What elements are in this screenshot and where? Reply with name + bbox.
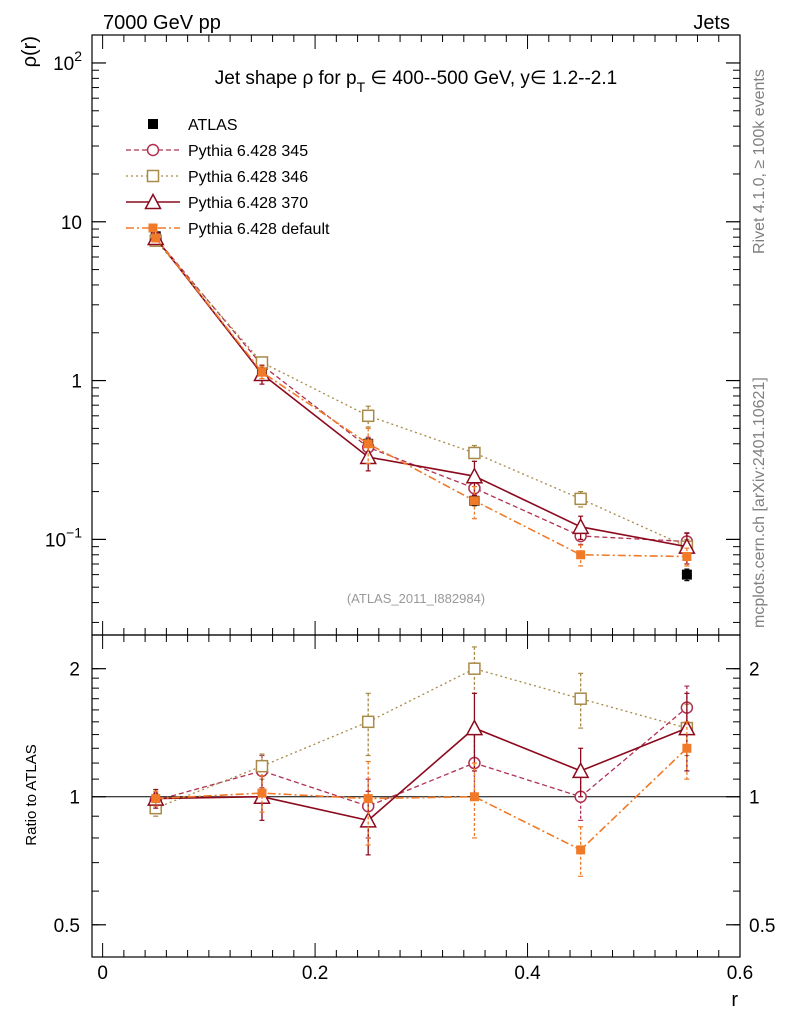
ratio-ylabel: Ratio to ATLAS <box>23 744 40 845</box>
main-point-pdefault <box>363 439 373 449</box>
ratio-xtick-label: 0 <box>97 963 108 984</box>
ytick-base: 1 <box>71 372 82 393</box>
main-point-p370 <box>465 467 484 484</box>
mcplots-label: mcplots.cern.ch [arXiv:2401.10621] <box>751 377 768 628</box>
main-point-p346 <box>468 446 481 460</box>
main-point-atlas <box>681 569 692 580</box>
ratio-line-p346 <box>155 667 688 809</box>
main-ytick-label: 102 <box>53 48 82 75</box>
ratio-panel-frame <box>91 634 741 958</box>
main-point-p370 <box>359 447 377 465</box>
ratio-line-p345 <box>155 707 688 807</box>
main-line-p345 <box>155 237 687 543</box>
ratio-point-p370 <box>571 761 590 779</box>
ratio-line-p370 <box>155 727 688 822</box>
ratio-point-p346 <box>255 759 269 773</box>
main-point-pdefault <box>257 367 267 377</box>
ratio-point-pdefault <box>363 794 373 804</box>
main-line-p346 <box>155 240 688 548</box>
ratio-xtick-label: 0.6 <box>727 963 753 984</box>
ytick-base: 10 <box>53 54 74 75</box>
ratio-ytick-label-right: 0.5 <box>749 916 775 937</box>
main-point-pdefault <box>576 550 586 560</box>
ratio-point-p346 <box>361 715 375 729</box>
ratio-point-pdefault <box>151 794 161 804</box>
main-point-pdefault <box>469 496 479 506</box>
ratio-point-pdefault <box>576 845 586 855</box>
main-point-p370 <box>571 517 590 535</box>
header-right: Jets <box>693 12 730 34</box>
ytick-exponent: −1 <box>66 524 82 540</box>
ratio-ytick-label-left: 2 <box>69 660 80 681</box>
legend-label-p345: Pythia 6.428 345 <box>188 143 308 160</box>
ratio-line-pdefault <box>155 747 688 851</box>
ytick-base: 10 <box>61 213 82 234</box>
ratio-xlabel: r <box>731 989 738 1011</box>
legend-marker-p370 <box>144 192 162 210</box>
main-series <box>146 228 696 582</box>
ratio-axes: 2 2 1 1 0.5 0.5 0 0.2 0.4 0.6 <box>54 635 775 984</box>
ratio-xtick-label: 0.4 <box>514 963 541 984</box>
main-point-pdefault <box>682 552 692 562</box>
legend-marker-p346 <box>146 169 160 183</box>
main-ytick-label: 10 <box>61 213 82 234</box>
legend: ATLAS Pythia 6.428 345 Pythia 6.428 346 Pyt… <box>126 117 330 238</box>
legend-label-pdefault: Pythia 6.428 default <box>188 221 330 238</box>
ratio-point-pdefault <box>469 792 479 802</box>
title-rho: ρ <box>302 68 313 89</box>
ratio-point-p370 <box>465 719 484 736</box>
main-point-p346 <box>574 492 587 506</box>
title-part-b: for p <box>313 68 356 89</box>
ratio-xtick-label: 0.2 <box>302 963 328 984</box>
ratio-ytick-label-right: 1 <box>749 788 760 809</box>
legend-marker-pdefault <box>148 223 158 233</box>
title-part-c: ∈ 400--500 GeV, y∈ 1.2--2.1 <box>365 68 617 89</box>
ratio-point-p346 <box>574 692 587 705</box>
ratio-point-p346 <box>468 662 481 675</box>
ratio-ytick-label-left: 0.5 <box>54 916 80 937</box>
analysis-watermark: (ATLAS_2011_I882984) <box>347 591 485 606</box>
legend-label-p346: Pythia 6.428 346 <box>188 169 308 186</box>
ratio-ytick-label-left: 1 <box>69 788 80 809</box>
ratio-point-pdefault <box>682 743 692 753</box>
rivet-label: Rivet 4.1.0, ≥ 100k events <box>751 69 768 254</box>
title-part-a: Jet shape <box>215 68 303 89</box>
main-title: Jet shape ρ for pT ∈ 400--500 GeV, y∈ 1.… <box>215 68 617 95</box>
ratio-point-pdefault <box>257 788 267 798</box>
ytick-base: 10 <box>45 530 66 551</box>
main-ylabel: ρ(r) <box>19 36 41 67</box>
header-left: 7000 GeV pp <box>103 12 221 34</box>
main-line-p370 <box>155 237 688 548</box>
legend-marker-p345 <box>146 143 160 157</box>
main-ytick-label: 1 <box>71 372 82 393</box>
legend-label-atlas: ATLAS <box>188 117 238 134</box>
main-line-pdefault <box>155 237 687 558</box>
title-sub: T <box>357 79 366 95</box>
legend-marker-atlas <box>148 119 158 129</box>
main-point-pdefault <box>151 233 161 243</box>
ratio-series <box>146 646 696 877</box>
legend-label-p370: Pythia 6.428 370 <box>188 195 308 212</box>
main-ytick-label: 10−1 <box>45 524 82 551</box>
ytick-exponent: 2 <box>74 48 82 64</box>
ratio-ytick-label-right: 2 <box>749 660 760 681</box>
main-point-p346 <box>361 409 375 423</box>
